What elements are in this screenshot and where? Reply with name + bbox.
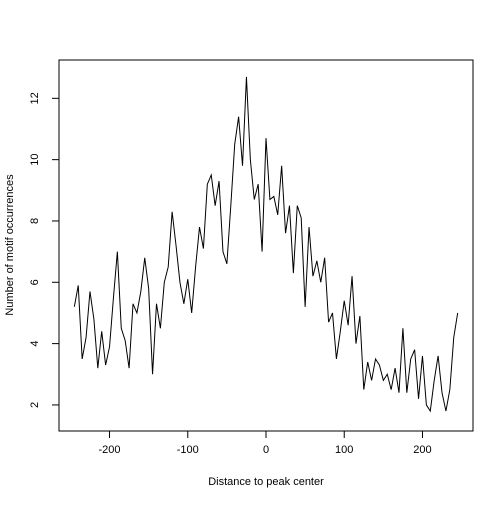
y-tick-label: 8 [29,218,41,224]
x-tick-label: 100 [335,444,353,456]
y-tick-label: 2 [29,402,41,408]
x-tick-label: 0 [263,444,269,456]
data-line [73,76,459,413]
y-axis-label: Number of motif occurrences [4,174,16,316]
x-tick-label: -200 [99,444,121,456]
y-tick-label: 10 [29,154,41,166]
y-tick-label: 12 [29,92,41,104]
y-tick-label: 4 [29,341,41,347]
y-tick-label: 6 [29,279,41,285]
x-axis-label: Distance to peak center [208,476,324,488]
x-tick-label: -100 [177,444,199,456]
x-tick-label: 200 [413,444,431,456]
